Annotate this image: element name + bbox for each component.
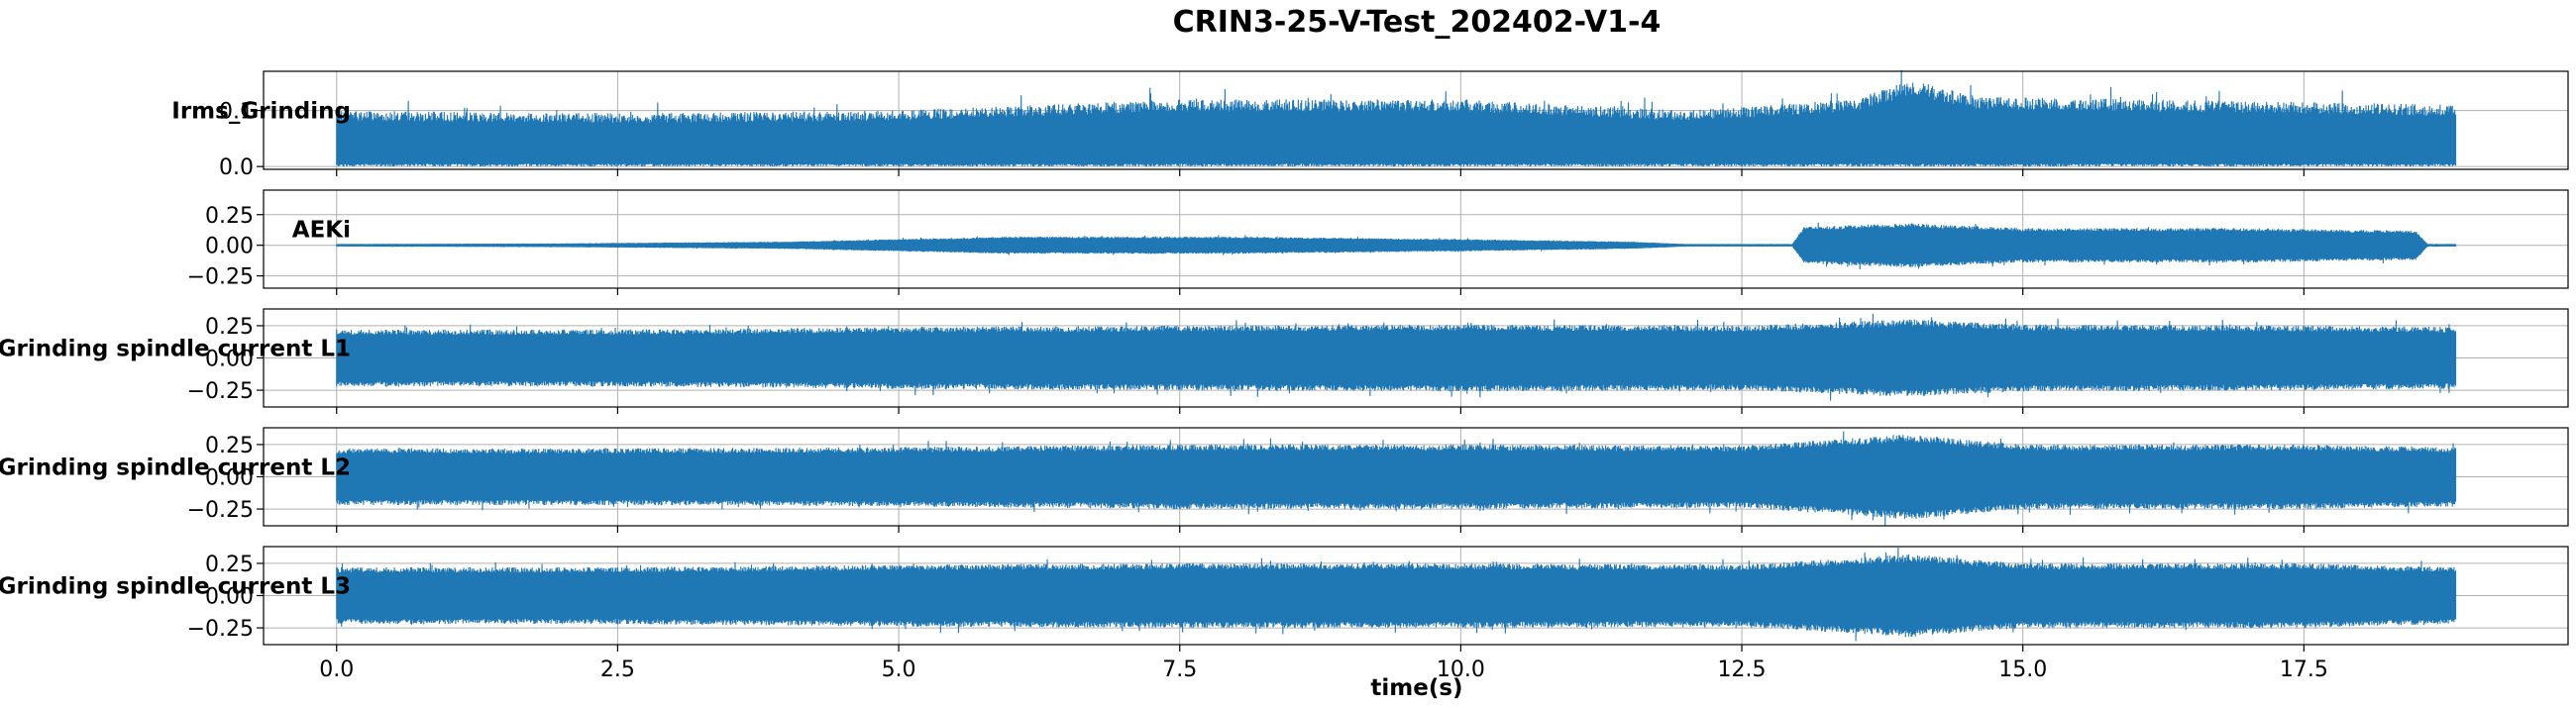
signal-series (336, 547, 2457, 642)
axes-frame (263, 189, 2569, 289)
x-tick-label: 5.0 (882, 657, 916, 682)
x-axis-label: time(s) (1370, 675, 1462, 701)
y-tick-label: 0.25 (205, 434, 254, 458)
y-axis-label: Grinding spindle current L1 (0, 337, 351, 362)
chart-title: CRIN3-25-V-Test_202402-V1-4 (1173, 5, 1662, 40)
y-tick-label: −0.25 (187, 498, 254, 523)
signal-series (336, 69, 2457, 167)
y-tick-label: 0.25 (205, 315, 254, 340)
y-tick-label: −0.25 (187, 265, 254, 290)
y-axis-label: Grinding spindle current L2 (0, 455, 351, 481)
y-tick-label: 0.1 (219, 100, 254, 125)
y-tick-label: 0.00 (205, 466, 254, 491)
y-tick-label: 0.25 (205, 553, 254, 577)
x-tick-label: 0.0 (319, 657, 354, 682)
y-tick-label: 0.0 (219, 155, 254, 180)
x-tick-label: 15.0 (1998, 657, 2047, 682)
x-tick-label: 12.5 (1718, 657, 1767, 682)
axes-frame (263, 70, 2569, 170)
panel-2: −0.25 0.00 0.25 AEKi (187, 189, 2569, 295)
x-axis: 0.0 2.5 5.0 7.5 10.0 12.5 15.0 17.5 (319, 657, 2328, 682)
y-tick-label: −0.25 (187, 379, 254, 404)
signal-series (336, 222, 2457, 270)
x-tick-label: 17.5 (2280, 657, 2328, 682)
y-axis-label: Irms_Grinding (171, 99, 351, 125)
y-axis-label: Grinding spindle current L3 (0, 574, 351, 600)
x-tick-label: 2.5 (600, 657, 635, 682)
y-tick-label: 0.00 (205, 235, 254, 259)
x-tick-label: 10.0 (1437, 657, 1485, 682)
signal-series (336, 313, 2457, 401)
x-tick-label: 7.5 (1162, 657, 1197, 682)
y-tick-label: 0.00 (205, 348, 254, 372)
signal-series (336, 431, 2457, 526)
y-tick-label: −0.25 (187, 617, 254, 642)
panels: 0.00.1Irms_Grinding−0.250.000.25AEKi−0.2… (0, 69, 2569, 652)
y-axis-label: AEKi (292, 218, 351, 244)
y-tick-label: 0.00 (205, 585, 254, 610)
y-tick-label: 0.25 (205, 204, 254, 229)
